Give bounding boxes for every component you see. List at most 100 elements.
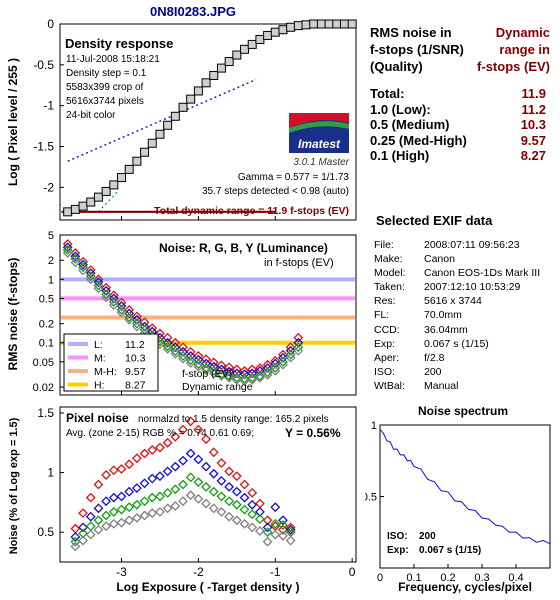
pixel-noise-point-g — [139, 496, 150, 507]
noise-point-y — [116, 307, 127, 318]
pixel-noise-ticks: 1.5 1 0.5 -3 -2 -1 0 — [37, 406, 355, 579]
exif-value: Manual — [424, 379, 459, 392]
noise-point-y — [101, 292, 112, 303]
noise-point-g — [224, 370, 235, 381]
pixel-noise-point-g — [239, 504, 250, 515]
gamma-label: Gamma = 0.577 = 1/1.73 — [238, 172, 350, 183]
spectrum-plot-frame — [379, 424, 551, 569]
density-point — [293, 21, 303, 31]
rms-label: 0.25 (Med-High) — [370, 132, 467, 148]
pixel-noise-point-b — [101, 496, 112, 507]
density-point — [240, 44, 250, 54]
exif-key: WtBal: — [374, 379, 405, 392]
noise-point-g — [293, 342, 304, 353]
y-tick-label: 0.5 — [37, 525, 54, 539]
noise-point-b — [108, 293, 119, 304]
rms-label: 1.0 (Low): — [370, 101, 431, 117]
x-tick-label: 0 — [377, 572, 383, 584]
noise-point-g — [270, 363, 281, 373]
noise-point-g — [62, 245, 73, 255]
noise-point-y — [162, 343, 173, 354]
exif-value: 0.067 s (1/15) — [424, 337, 489, 350]
x-tick-label: 0.3 — [474, 572, 489, 584]
pixel-noise-point-y — [108, 518, 119, 529]
rms-header-left-1: RMS noise in — [370, 25, 452, 40]
density-point — [316, 19, 326, 29]
pixel-noise-point-b — [178, 455, 188, 466]
legend-label: M-H: — [94, 366, 117, 378]
pixel-noise-ylabel: Noise (% of Log exp = 1.5) — [8, 417, 20, 554]
density-point — [86, 197, 96, 207]
pixel-noise-point-b — [231, 486, 242, 497]
pixel-noise-point-y — [178, 496, 188, 507]
pixel-noise-point-g — [231, 499, 242, 510]
noise-point-g — [262, 367, 273, 378]
noise-point-g — [70, 253, 81, 264]
spectrum-title: Noise spectrum — [418, 404, 508, 418]
pixel-noise-point-r — [101, 470, 112, 480]
exif-value: Canon EOS-1Ds Mark III — [424, 267, 541, 280]
noise-point-y — [85, 274, 96, 285]
pixel-noise-point-g — [170, 484, 181, 495]
pixel-noise-point-r — [131, 453, 142, 464]
pixel-noise-point-b — [285, 524, 296, 535]
pixel-noise-point-g — [116, 504, 127, 515]
exif-value: 5616 x 3744 — [424, 295, 482, 308]
spectrum-xlabel: Frequency, cycles/pixel — [398, 580, 532, 594]
noise-point-r — [70, 248, 81, 258]
pixel-noise-point-y — [124, 515, 135, 526]
pixel-noise-point-b — [155, 471, 165, 482]
pixel-noise-point-b — [139, 478, 150, 489]
rms-label: 0.1 (High) — [370, 148, 430, 163]
pixel-noise-point-r — [224, 466, 235, 477]
x-tick-label: -3 — [116, 565, 127, 579]
pixel-noise-point-g — [93, 515, 104, 526]
pixel-noise-point-b — [85, 511, 96, 522]
noise-point-y — [254, 372, 265, 383]
rms-row-low: 1.0 (Low): 11.2 — [370, 102, 546, 118]
pixel-noise-point-r — [201, 434, 211, 445]
pixel-noise-point-b — [224, 481, 235, 492]
noise-point-y — [224, 372, 235, 383]
rms-header-right-1: Dynamic — [495, 25, 550, 40]
noise-point-b — [131, 314, 142, 325]
y-tick-label: 0.5 — [365, 492, 377, 504]
x-tick-label: -1 — [270, 565, 281, 579]
y-tick-label: 1 — [47, 466, 54, 480]
steps-label: 35.7 steps detected < 0.98 (auto) — [202, 186, 349, 197]
noise-point-y — [193, 361, 204, 372]
pixel-noise-point-b — [201, 461, 211, 472]
rms-label: Total: — [370, 86, 405, 101]
exif-key: File: — [374, 239, 394, 251]
y-tick-label: 1 — [48, 274, 54, 286]
pixel-noise-point-b — [170, 461, 181, 472]
y-tick-label: 2 — [48, 255, 54, 267]
rms-header-left-2: f-stops (1/SNR) — [370, 42, 464, 57]
pixel-noise-point-r — [247, 487, 258, 498]
noise-legend: L: 11.2 M: 10.3 M-H: 9.57 H: 8.27 — [63, 333, 159, 392]
imatest-logo-text: Imatest — [298, 137, 341, 151]
noise-point-b — [247, 368, 258, 379]
x-tick-label: 0 — [349, 565, 356, 579]
dynamic-range-annotation: Dynamic range — [182, 381, 253, 393]
pixel-noise-point-b — [108, 492, 119, 503]
pixel-noise-data — [70, 416, 296, 552]
density-point — [124, 164, 134, 174]
x-tick-label: 0.2 — [440, 572, 455, 584]
pixel-noise-point-y — [116, 517, 127, 528]
exif-value: Canon — [424, 253, 455, 266]
spectrum-iso-value: 200 — [419, 531, 436, 542]
noise-point-r — [101, 282, 112, 293]
pixel-noise-point-y — [78, 535, 88, 546]
noise-point-b — [124, 308, 135, 319]
noise-point-r — [293, 332, 304, 343]
density-response-chart: Log ( Pixel level / 255 ) 0-0.5-1-1.5-2 … — [6, 17, 357, 221]
density-point — [209, 70, 219, 80]
exif-key: Make: — [374, 253, 403, 266]
exif-title: Selected EXIF data — [376, 213, 493, 228]
y-tick-label: -2 — [43, 180, 54, 194]
noise-point-b — [216, 364, 227, 375]
pixel-noise-point-g — [208, 486, 219, 497]
noise-point-b — [224, 366, 235, 377]
density-point — [101, 186, 111, 196]
